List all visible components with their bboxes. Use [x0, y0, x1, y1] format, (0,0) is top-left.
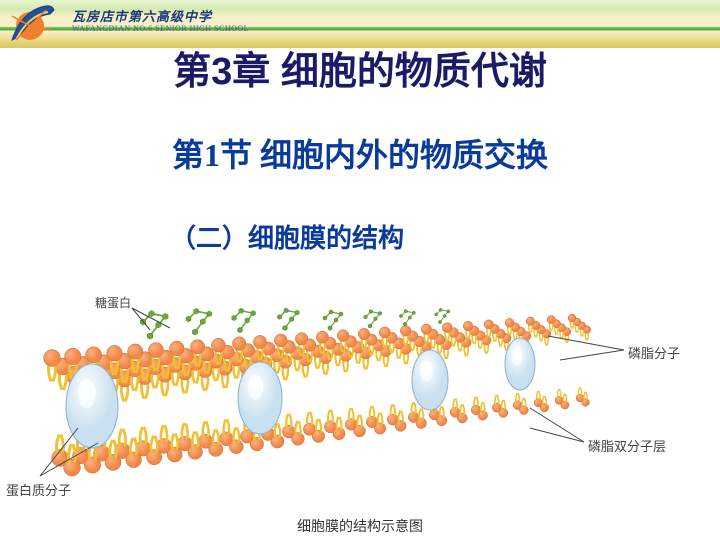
school-name: 瓦房店市第六高级中学: [72, 6, 212, 25]
diagram-label: 磷脂分子: [628, 343, 680, 362]
subsection-title: （二）细胞膜的结构: [170, 218, 404, 255]
membrane-diagram: 糖蛋白蛋白质分子磷脂分子磷脂双分子层细胞膜的结构示意图: [0, 288, 720, 518]
chapter-title: 第3章 细胞的物质代谢: [0, 40, 720, 95]
diagram-label: 磷脂双分子层: [588, 436, 666, 455]
diagram-label: 糖蛋白: [95, 294, 131, 311]
diagram-caption: 细胞膜的结构示意图: [0, 516, 720, 536]
section-title: 第1节 细胞内外的物质交换: [0, 130, 720, 176]
school-subtitle: WAFANGDIAN NO.6 SENIOR HIGH SCHOOL: [72, 24, 249, 33]
diagram-label: 蛋白质分子: [6, 480, 71, 499]
